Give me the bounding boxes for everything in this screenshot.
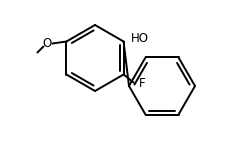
Text: F: F bbox=[138, 77, 145, 90]
Text: O: O bbox=[43, 37, 52, 50]
Text: HO: HO bbox=[130, 32, 148, 45]
